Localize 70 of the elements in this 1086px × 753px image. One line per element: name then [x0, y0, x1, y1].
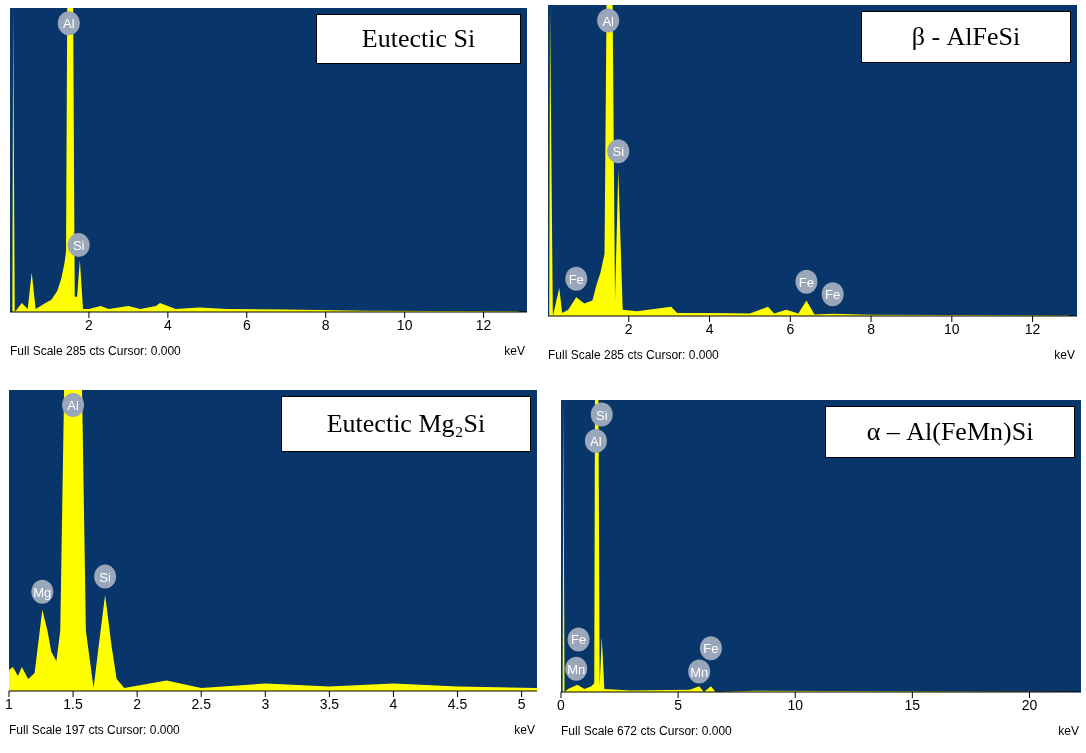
- x-tick-label: 2: [133, 695, 142, 712]
- x-tick-label: 20: [1021, 696, 1038, 713]
- element-badge: Al: [62, 393, 85, 418]
- annotation: Si: [612, 144, 625, 160]
- x-tick-label: 5: [517, 695, 526, 712]
- x-tick-label: 10: [944, 320, 960, 337]
- element-badge: Si: [67, 233, 90, 258]
- element-badge: Al: [57, 11, 80, 36]
- x-tick-label: 12: [475, 316, 492, 333]
- element-badge: Al: [597, 8, 620, 33]
- annotation: Si: [72, 238, 85, 254]
- element-badge: Al: [584, 428, 607, 453]
- element-badge: Mn: [565, 656, 588, 681]
- element-badge: Fe: [699, 636, 722, 661]
- x-axis-title: keV: [514, 723, 535, 737]
- label-box: α – Al(FeMn)Si: [825, 406, 1075, 458]
- annotation: Fe: [568, 271, 584, 287]
- annotation: Fe: [825, 287, 841, 303]
- text: Full Scale 285 cts Cursor: 0.000: [10, 344, 181, 358]
- x-axis-title: keV: [1058, 724, 1079, 738]
- text: Full Scale 197 cts Cursor: 0.000: [9, 723, 180, 737]
- annotation: Fe: [798, 274, 815, 290]
- x-tick-label: 4: [389, 695, 398, 712]
- x-tick-label: 3.5: [319, 695, 340, 712]
- annotation: Mn: [690, 664, 709, 680]
- x-tick-label: 15: [904, 696, 921, 713]
- x-tick-label: 1: [5, 695, 14, 712]
- x-tick-label: 2: [624, 320, 633, 337]
- x-tick-label: 8: [321, 316, 330, 333]
- annotation: Al: [67, 398, 79, 414]
- annotation: Al: [590, 433, 602, 449]
- annotation: Al: [63, 16, 75, 32]
- x-tick-label: 12: [1024, 320, 1041, 337]
- annotation: Si: [595, 407, 608, 423]
- element-badge: Fe: [795, 269, 818, 294]
- element-badge: Mg: [31, 579, 54, 604]
- x-tick-label: 8: [867, 320, 876, 337]
- annotation: Si: [99, 569, 112, 585]
- annotation: Mn: [567, 661, 586, 677]
- x-tick-label: 2: [85, 316, 94, 333]
- annotation: Mg: [33, 584, 52, 600]
- text: Full Scale 285 cts Cursor: 0.000: [548, 348, 719, 362]
- element-badge: Si: [590, 402, 613, 427]
- x-tick-label: 10: [396, 316, 413, 333]
- element-badge: Fe: [565, 266, 588, 291]
- x-tick-label: 4.5: [447, 695, 468, 712]
- x-tick-label: 4: [163, 316, 172, 333]
- x-tick-label: 6: [786, 320, 795, 337]
- x-tick-label: 2.5: [191, 695, 212, 712]
- x-tick-label: 4: [705, 320, 714, 337]
- element-badge: Si: [607, 139, 630, 164]
- text: Full Scale 672 cts Cursor: 0.000: [561, 724, 732, 738]
- element-badge: Fe: [567, 627, 590, 652]
- x-tick-label: 5: [674, 696, 683, 713]
- label-box: β - AlFeSi: [861, 11, 1071, 63]
- x-tick-label: 1.5: [63, 695, 84, 712]
- x-tick-label: 0: [557, 696, 566, 713]
- element-badge: Si: [94, 564, 117, 589]
- x-tick-label: 6: [242, 316, 251, 333]
- x-axis-title: keV: [1054, 348, 1075, 362]
- x-tick-label: 10: [787, 696, 804, 713]
- annotation: Al: [602, 13, 615, 29]
- annotation: Fe: [703, 641, 719, 657]
- label-box: Eutectic Si: [316, 14, 521, 64]
- element-badge: Mn: [688, 659, 711, 684]
- label-box: Eutectic Mg₂Si: [281, 396, 531, 452]
- annotation: Fe: [570, 632, 587, 648]
- x-tick-label: 3: [261, 695, 270, 712]
- x-axis-title: keV: [504, 344, 525, 358]
- element-badge: Fe: [821, 282, 844, 307]
